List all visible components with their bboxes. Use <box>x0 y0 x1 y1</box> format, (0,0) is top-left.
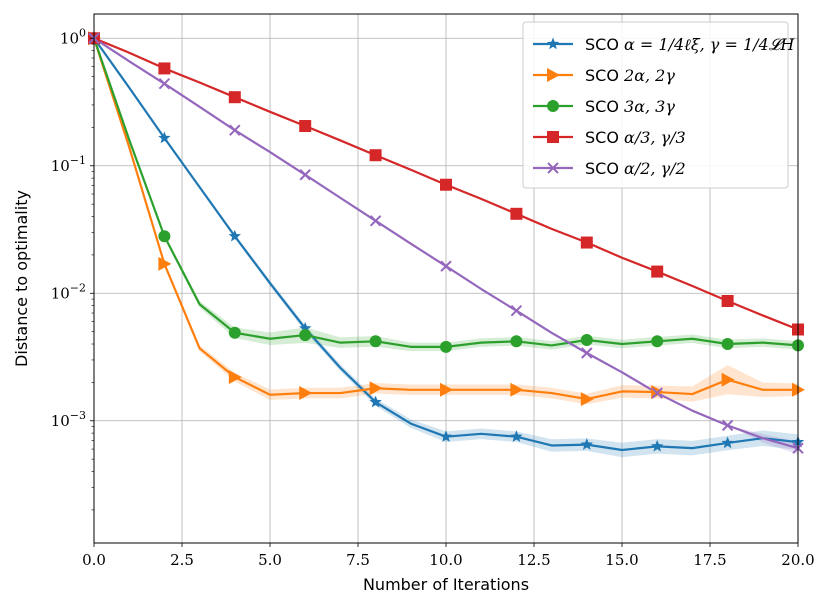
series-4-marker <box>721 294 734 307</box>
series-2-marker <box>228 370 242 385</box>
series-4-marker <box>158 62 171 75</box>
y-tick-label: 100 <box>60 26 86 47</box>
legend-entry-2-label: SCO 2α, 2γ <box>585 66 675 85</box>
series-5-marker <box>299 169 311 181</box>
y-tick-label: 10−3 <box>51 409 86 430</box>
x-tick-label: 10.0 <box>429 551 462 569</box>
axis-ticks: 0.0 2.5 5.0 7.5 10.0 12.5 15.0 17.5 20.0 100 10−1 1… <box>51 26 815 569</box>
legend-entry-3-marker <box>547 100 559 112</box>
x-tick-label: 5.0 <box>258 551 282 569</box>
legend-entry-4-marker <box>547 131 559 143</box>
legend-entry-5-label: SCO α/2, γ/2 <box>585 159 686 178</box>
series-markers <box>87 31 805 454</box>
series-3-marker <box>369 335 382 348</box>
series-4-marker <box>299 120 312 133</box>
series-5-marker <box>369 215 382 227</box>
series-2-marker <box>440 382 453 397</box>
series-3-marker <box>721 338 734 351</box>
series-5-marker <box>158 78 171 90</box>
series-3-marker <box>158 230 171 243</box>
series-2-band <box>94 38 798 405</box>
legend-entry-2-marker <box>547 68 560 82</box>
legend-entry-4-label: SCO α/3, γ/3 <box>585 128 686 147</box>
series-1-marker <box>299 321 312 334</box>
series-1-marker <box>158 131 171 144</box>
x-axis-label: Number of Iterations <box>363 575 529 594</box>
confidence-bands <box>94 38 798 458</box>
series-1-marker <box>651 439 664 452</box>
series-1-marker <box>580 438 593 450</box>
series-1-marker <box>369 395 382 408</box>
series-3-marker <box>580 334 593 347</box>
x-tick-label: 7.5 <box>346 551 370 569</box>
series-5-marker <box>510 304 523 317</box>
x-tick-label: 0.0 <box>82 551 106 569</box>
series-3-marker <box>228 326 241 339</box>
x-tick-label: 12.5 <box>517 551 550 569</box>
series-2-marker <box>580 392 594 407</box>
series-4-marker <box>580 236 593 249</box>
legend-box <box>522 21 789 189</box>
series-2-marker <box>369 381 383 396</box>
series-4-marker <box>369 149 382 162</box>
series-1-marker <box>510 430 523 442</box>
legend-entry-1-marker <box>546 37 560 50</box>
x-tick-label: 15.0 <box>605 551 638 569</box>
y-tick-label: 10−1 <box>51 154 86 175</box>
series-3-marker <box>651 335 664 348</box>
y-axis-label: Distance to optimality <box>12 190 31 367</box>
series-3-marker <box>510 335 523 348</box>
series-5-marker <box>229 124 241 136</box>
series-1-marker <box>721 436 734 449</box>
series-5-marker <box>651 387 663 399</box>
series-4-marker <box>510 207 523 220</box>
series-2-marker <box>299 386 313 401</box>
series-2-marker <box>510 382 524 397</box>
legend: SCO α = 1/4ℓξ, γ = 1/4𝓛H SCO 2α, 2γ SCO 3α… <box>522 21 795 189</box>
legend-entry-5-marker <box>547 162 559 174</box>
x-tick-label: 20.0 <box>781 551 814 569</box>
series-1-marker <box>228 229 241 242</box>
series-3-marker <box>299 329 312 342</box>
series-5-marker <box>440 260 452 272</box>
legend-entry-3-label: SCO 3α, 3γ <box>585 97 675 116</box>
series-4-marker <box>228 91 241 104</box>
series-3-marker <box>440 340 452 353</box>
series-5-marker <box>721 419 734 432</box>
series-2-marker <box>158 256 172 271</box>
series-2-marker <box>721 372 735 387</box>
series-5-marker <box>581 347 593 359</box>
series-4-marker <box>651 265 664 278</box>
y-tick-label: 10−2 <box>51 281 86 302</box>
legend-entry-1-label: SCO α = 1/4ℓξ, γ = 1/4𝓛H <box>585 35 795 54</box>
series-4-marker <box>440 178 452 191</box>
series-1-marker <box>439 430 453 442</box>
x-tick-label: 17.5 <box>693 551 726 569</box>
x-tick-label: 2.5 <box>170 551 194 569</box>
